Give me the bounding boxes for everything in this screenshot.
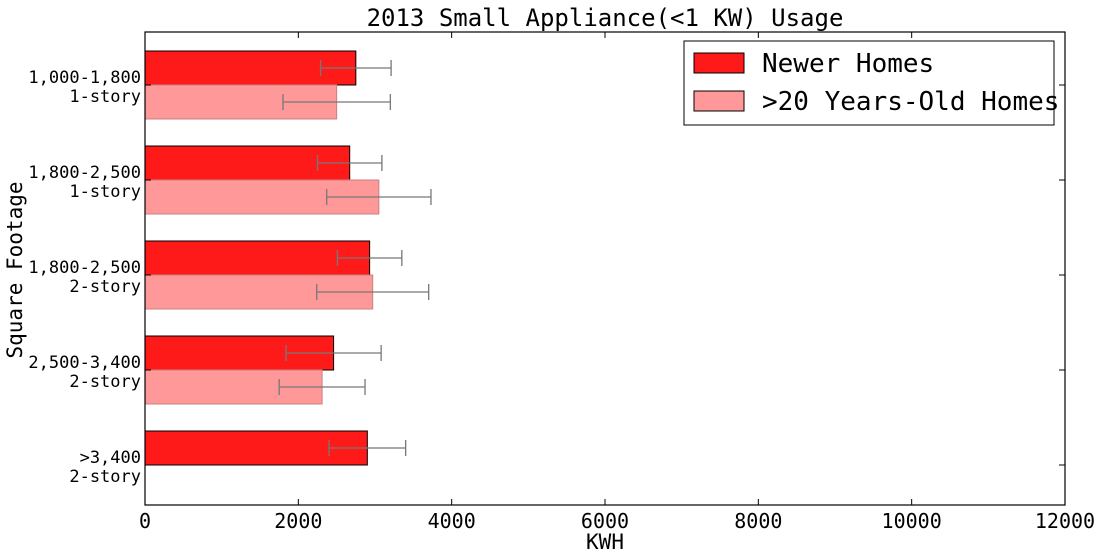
y-category-label-line2-3: 2-story (69, 372, 141, 392)
legend: Newer Homes >20 Years-Old Homes (683, 40, 1059, 126)
chart-title: 2013 Small Appliance(<1 KW) Usage (367, 4, 844, 32)
y-category-label-line2-4: 2-story (69, 467, 141, 487)
y-category-label-line1-0: 1,000-1,800 (28, 68, 141, 88)
x-tick-label-0: 0 (139, 509, 151, 533)
legend-box (683, 40, 1055, 126)
y-category-label-line1-4: >3,400 (80, 448, 141, 468)
plot-area: 0 2000 4000 6000 8000 10000 120001,000-1,8001-… (28, 31, 1095, 533)
y-category-label-line2-2: 2-story (69, 277, 141, 297)
bar-0-1 (144, 145, 351, 181)
y-category-label-line1-3: 2,500-3,400 (28, 353, 141, 373)
x-tick-label-4: 8000 (734, 509, 782, 533)
x-tick-label-3: 6000 (581, 509, 629, 533)
y-category-label-line1-2: 1,800-2,500 (28, 258, 141, 278)
bar-0-2 (144, 240, 371, 276)
legend-swatch-1 (693, 90, 745, 112)
bar-0-4 (144, 430, 368, 466)
y-category-label-line2-1: 1-story (69, 182, 141, 202)
legend-swatch-0 (693, 52, 745, 74)
legend-label-0: Newer Homes (762, 49, 934, 79)
x-tick-label-5: 10000 (882, 509, 942, 533)
x-axis-title: KWH (586, 530, 624, 554)
y-axis-title: Square Footage (3, 181, 27, 358)
x-tick-label-6: 12000 (1035, 509, 1095, 533)
x-tick-label-1: 2000 (274, 509, 322, 533)
legend-label-1: >20 Years-Old Homes (762, 87, 1059, 117)
x-tick-label-2: 4000 (428, 509, 476, 533)
y-category-label-line2-0: 1-story (69, 87, 141, 107)
y-category-label-line1-1: 1,800-2,500 (28, 163, 141, 183)
